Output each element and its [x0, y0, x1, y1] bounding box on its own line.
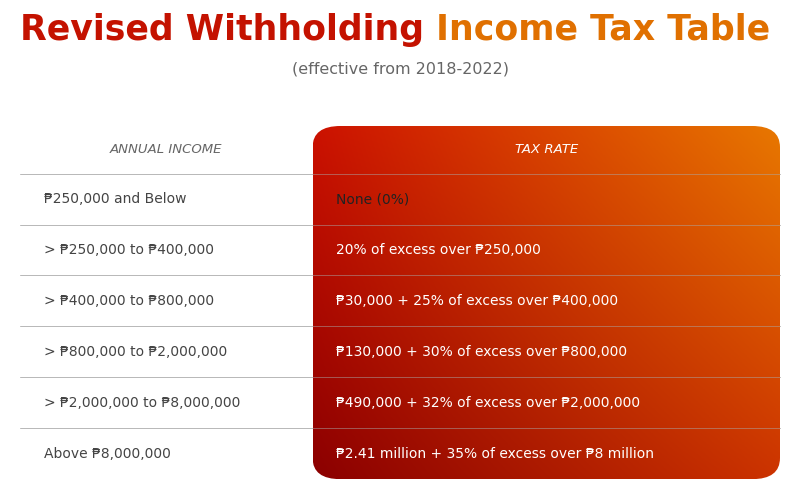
- Text: None (0%): None (0%): [336, 192, 410, 206]
- Text: ANNUAL INCOME: ANNUAL INCOME: [110, 143, 222, 156]
- Text: TAX RATE: TAX RATE: [514, 143, 578, 156]
- Text: ₱2.41 million + 35% of excess over ₱8 million: ₱2.41 million + 35% of excess over ₱8 mi…: [336, 447, 654, 461]
- Text: > ₱2,000,000 to ₱8,000,000: > ₱2,000,000 to ₱8,000,000: [44, 396, 240, 410]
- Text: ₱30,000 + 25% of excess over ₱400,000: ₱30,000 + 25% of excess over ₱400,000: [336, 294, 618, 308]
- Text: > ₱250,000 to ₱400,000: > ₱250,000 to ₱400,000: [44, 243, 214, 257]
- Text: ₱490,000 + 32% of excess over ₱2,000,000: ₱490,000 + 32% of excess over ₱2,000,000: [336, 396, 640, 410]
- Text: ₱130,000 + 30% of excess over ₱800,000: ₱130,000 + 30% of excess over ₱800,000: [336, 345, 627, 359]
- Text: 20% of excess over ₱250,000: 20% of excess over ₱250,000: [336, 243, 541, 257]
- Text: Income Tax Table: Income Tax Table: [436, 13, 770, 47]
- Text: Revised Withholding: Revised Withholding: [20, 13, 436, 47]
- Text: ₱250,000 and Below: ₱250,000 and Below: [44, 192, 186, 206]
- Text: > ₱800,000 to ₱2,000,000: > ₱800,000 to ₱2,000,000: [44, 345, 227, 359]
- Text: > ₱400,000 to ₱800,000: > ₱400,000 to ₱800,000: [44, 294, 214, 308]
- Text: Above ₱8,000,000: Above ₱8,000,000: [44, 447, 171, 461]
- Text: (effective from 2018-2022): (effective from 2018-2022): [291, 62, 509, 77]
